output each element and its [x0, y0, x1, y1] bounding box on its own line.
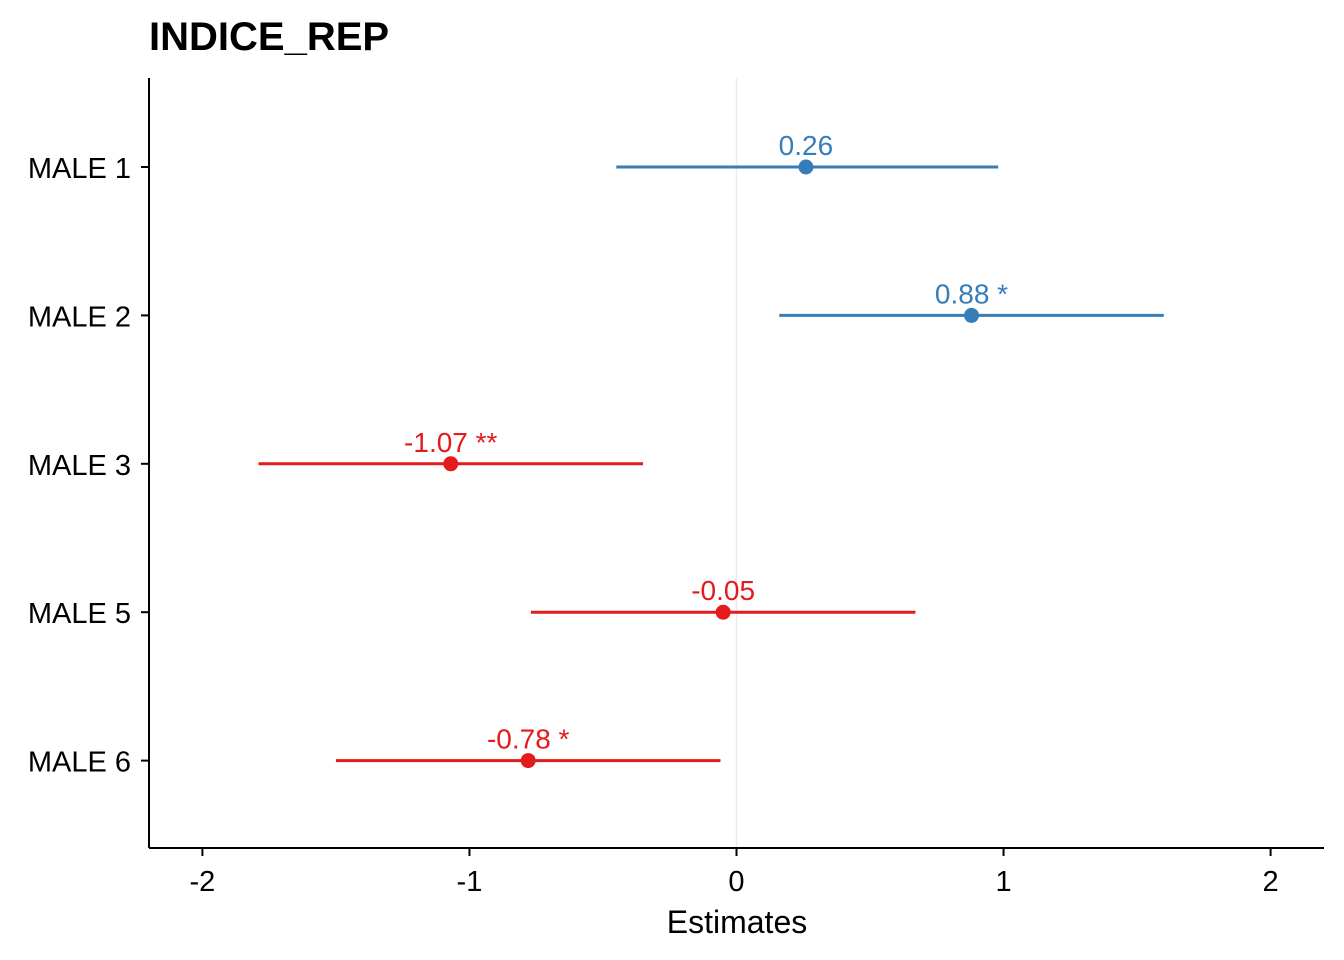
estimate-point	[443, 456, 459, 472]
x-axis-title: Estimates	[667, 904, 807, 940]
x-axis: -2 -1 0 1 2	[149, 847, 1324, 898]
x-tick-label: -2	[190, 866, 216, 898]
estimate-point	[520, 753, 536, 769]
estimate-label: 0.26	[779, 130, 834, 161]
y-tick-label: MALE 3	[28, 450, 131, 482]
estimate-label: 0.88 *	[935, 278, 1008, 309]
estimate-point	[715, 604, 731, 620]
estimate-label: -0.05	[691, 575, 755, 606]
estimate-point	[964, 307, 979, 323]
x-tick-label: 0	[728, 866, 744, 898]
estimate-marks: 0.26 0.88 * -1.07 ** -0.05 -0.78 *	[258, 130, 1164, 769]
y-tick-label: MALE 6	[28, 747, 131, 779]
estimate-label: -1.07 **	[404, 427, 497, 458]
y-tick-label: MALE 2	[28, 301, 131, 333]
y-axis: MALE 1 MALE 2 MALE 3 MALE 5 MALE 6	[28, 78, 150, 848]
y-tick-label: MALE 5	[28, 598, 131, 630]
chart-title: INDICE_REP	[149, 15, 389, 59]
x-tick-label: 2	[1263, 866, 1279, 898]
estimate-point	[798, 159, 814, 175]
x-tick-label: 1	[995, 866, 1011, 898]
x-tick-label: -1	[457, 866, 483, 898]
estimate-label: -0.78 *	[487, 724, 570, 755]
y-tick-label: MALE 1	[28, 153, 131, 185]
